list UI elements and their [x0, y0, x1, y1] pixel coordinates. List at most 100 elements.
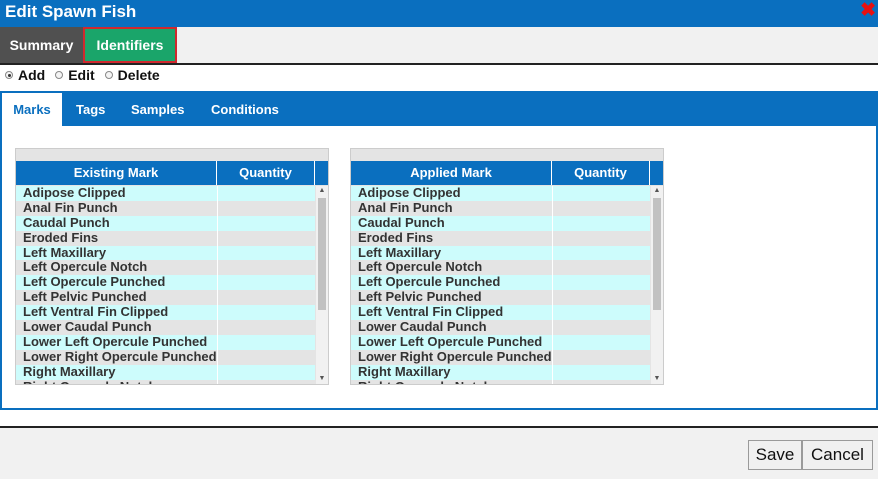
- quantity-cell[interactable]: [552, 349, 650, 365]
- table-row[interactable]: Lower Right Opercule Punched: [351, 349, 650, 365]
- table-row[interactable]: Left Opercule Notch: [351, 260, 650, 276]
- quantity-cell[interactable]: [217, 200, 315, 216]
- mark-name-cell: Lower Right Opercule Punched: [358, 349, 552, 364]
- table-row[interactable]: Left Opercule Punched: [351, 275, 650, 291]
- table-row[interactable]: Right Opercule Notch: [16, 379, 315, 384]
- quantity-cell[interactable]: [217, 186, 315, 201]
- mark-name-cell: Left Opercule Punched: [358, 275, 501, 290]
- scroll-down-icon[interactable]: ▼: [653, 375, 661, 382]
- table-row[interactable]: Lower Left Opercule Punched: [16, 334, 315, 350]
- quantity-cell[interactable]: [552, 245, 650, 261]
- table-row[interactable]: Left Pelvic Punched: [16, 290, 315, 306]
- quantity-cell[interactable]: [552, 305, 650, 321]
- quantity-cell[interactable]: [217, 290, 315, 306]
- table-row[interactable]: Eroded Fins: [16, 230, 315, 246]
- radio-delete[interactable]: Delete: [104, 67, 160, 83]
- table-row[interactable]: Right Maxillary: [351, 364, 650, 380]
- table-row[interactable]: Left Opercule Notch: [16, 260, 315, 276]
- mark-name-cell: Adipose Clipped: [23, 186, 126, 200]
- table-row[interactable]: Left Maxillary: [16, 245, 315, 261]
- mark-name-cell: Right Maxillary: [23, 364, 116, 379]
- mark-name-cell: Right Opercule Notch: [23, 380, 217, 384]
- applied-mark-column-header[interactable]: Applied Mark: [351, 161, 552, 185]
- subtab-tags[interactable]: Tags: [76, 102, 106, 117]
- quantity-cell[interactable]: [552, 290, 650, 306]
- dialog-title: Edit Spawn Fish: [5, 2, 137, 21]
- quantity-cell[interactable]: [217, 379, 315, 384]
- mark-name-cell: Lower Caudal Punch: [23, 320, 152, 335]
- scroll-up-icon[interactable]: ▲: [318, 187, 326, 194]
- table-row[interactable]: Right Opercule Notch: [351, 379, 650, 384]
- radio-dot-icon[interactable]: [5, 71, 13, 79]
- table-row[interactable]: Left Ventral Fin Clipped: [16, 305, 315, 321]
- table-row[interactable]: Anal Fin Punch: [351, 200, 650, 216]
- table-row[interactable]: Lower Left Opercule Punched: [351, 334, 650, 350]
- radio-edit[interactable]: Edit: [55, 67, 95, 83]
- existing-mark-column-header[interactable]: Existing Mark: [16, 161, 217, 185]
- mark-name-cell: Right Opercule Notch: [358, 380, 552, 384]
- mark-name-cell: Left Ventral Fin Clipped: [23, 305, 169, 320]
- tab-summary[interactable]: Summary: [0, 27, 83, 63]
- table-row[interactable]: Anal Fin Punch: [16, 200, 315, 216]
- mark-name-cell: Lower Left Opercule Punched: [358, 334, 543, 349]
- quantity-cell[interactable]: [552, 200, 650, 216]
- radio-delete-label: Delete: [117, 67, 160, 83]
- mark-name-cell: Adipose Clipped: [358, 186, 461, 200]
- table-row[interactable]: Left Opercule Punched: [16, 275, 315, 291]
- save-button[interactable]: Save: [748, 440, 802, 470]
- title-bar: Edit Spawn Fish ✖: [0, 0, 878, 27]
- table-row[interactable]: Lower Caudal Punch: [351, 320, 650, 335]
- table-row[interactable]: Left Ventral Fin Clipped: [351, 305, 650, 321]
- table-row[interactable]: Right Maxillary: [16, 364, 315, 380]
- quantity-cell[interactable]: [217, 305, 315, 321]
- quantity-cell[interactable]: [217, 334, 315, 350]
- existing-quantity-column-header[interactable]: Quantity: [217, 161, 315, 185]
- applied-grid-scrollbar[interactable]: ▲ ▼: [651, 186, 663, 384]
- table-row[interactable]: Adipose Clipped: [16, 186, 315, 201]
- scroll-thumb[interactable]: [653, 198, 661, 310]
- applied-quantity-column-header[interactable]: Quantity: [552, 161, 650, 185]
- table-row[interactable]: Adipose Clipped: [351, 186, 650, 201]
- cancel-button[interactable]: Cancel: [802, 440, 873, 470]
- quantity-cell[interactable]: [552, 230, 650, 246]
- quantity-cell[interactable]: [552, 379, 650, 384]
- quantity-cell[interactable]: [217, 260, 315, 276]
- table-row[interactable]: Left Pelvic Punched: [351, 290, 650, 306]
- scroll-down-icon[interactable]: ▼: [318, 375, 326, 382]
- tab-identifiers[interactable]: Identifiers: [83, 27, 177, 63]
- quantity-cell[interactable]: [552, 334, 650, 350]
- subtab-conditions[interactable]: Conditions: [211, 102, 279, 117]
- existing-grid-scrollbar[interactable]: ▲ ▼: [316, 186, 328, 384]
- table-row[interactable]: Eroded Fins: [351, 230, 650, 246]
- quantity-cell[interactable]: [217, 230, 315, 246]
- quantity-cell[interactable]: [217, 320, 315, 335]
- radio-edit-label: Edit: [68, 67, 95, 83]
- scroll-up-icon[interactable]: ▲: [653, 187, 661, 194]
- mark-name-cell: Left Opercule Notch: [23, 260, 148, 275]
- quantity-cell[interactable]: [217, 245, 315, 261]
- radio-dot-icon[interactable]: [104, 71, 113, 79]
- quantity-cell[interactable]: [217, 275, 315, 291]
- close-icon[interactable]: ✖: [860, 0, 876, 21]
- mark-name-cell: Right Maxillary: [358, 364, 451, 379]
- subtab-marks[interactable]: Marks: [2, 93, 62, 126]
- quantity-cell[interactable]: [217, 364, 315, 380]
- quantity-cell[interactable]: [217, 349, 315, 365]
- quantity-cell[interactable]: [552, 186, 650, 201]
- scroll-thumb[interactable]: [318, 198, 326, 310]
- radio-dot-icon[interactable]: [55, 71, 64, 79]
- quantity-cell[interactable]: [552, 260, 650, 276]
- radio-add[interactable]: Add: [5, 67, 45, 83]
- quantity-cell[interactable]: [217, 215, 315, 231]
- table-row[interactable]: Lower Caudal Punch: [16, 320, 315, 335]
- dialog-footer: Save Cancel: [0, 428, 878, 479]
- quantity-cell[interactable]: [552, 275, 650, 291]
- table-row[interactable]: Left Maxillary: [351, 245, 650, 261]
- quantity-cell[interactable]: [552, 215, 650, 231]
- subtab-samples[interactable]: Samples: [131, 102, 185, 117]
- quantity-cell[interactable]: [552, 320, 650, 335]
- table-row[interactable]: Caudal Punch: [16, 215, 315, 231]
- quantity-cell[interactable]: [552, 364, 650, 380]
- table-row[interactable]: Caudal Punch: [351, 215, 650, 231]
- table-row[interactable]: Lower Right Opercule Punched: [16, 349, 315, 365]
